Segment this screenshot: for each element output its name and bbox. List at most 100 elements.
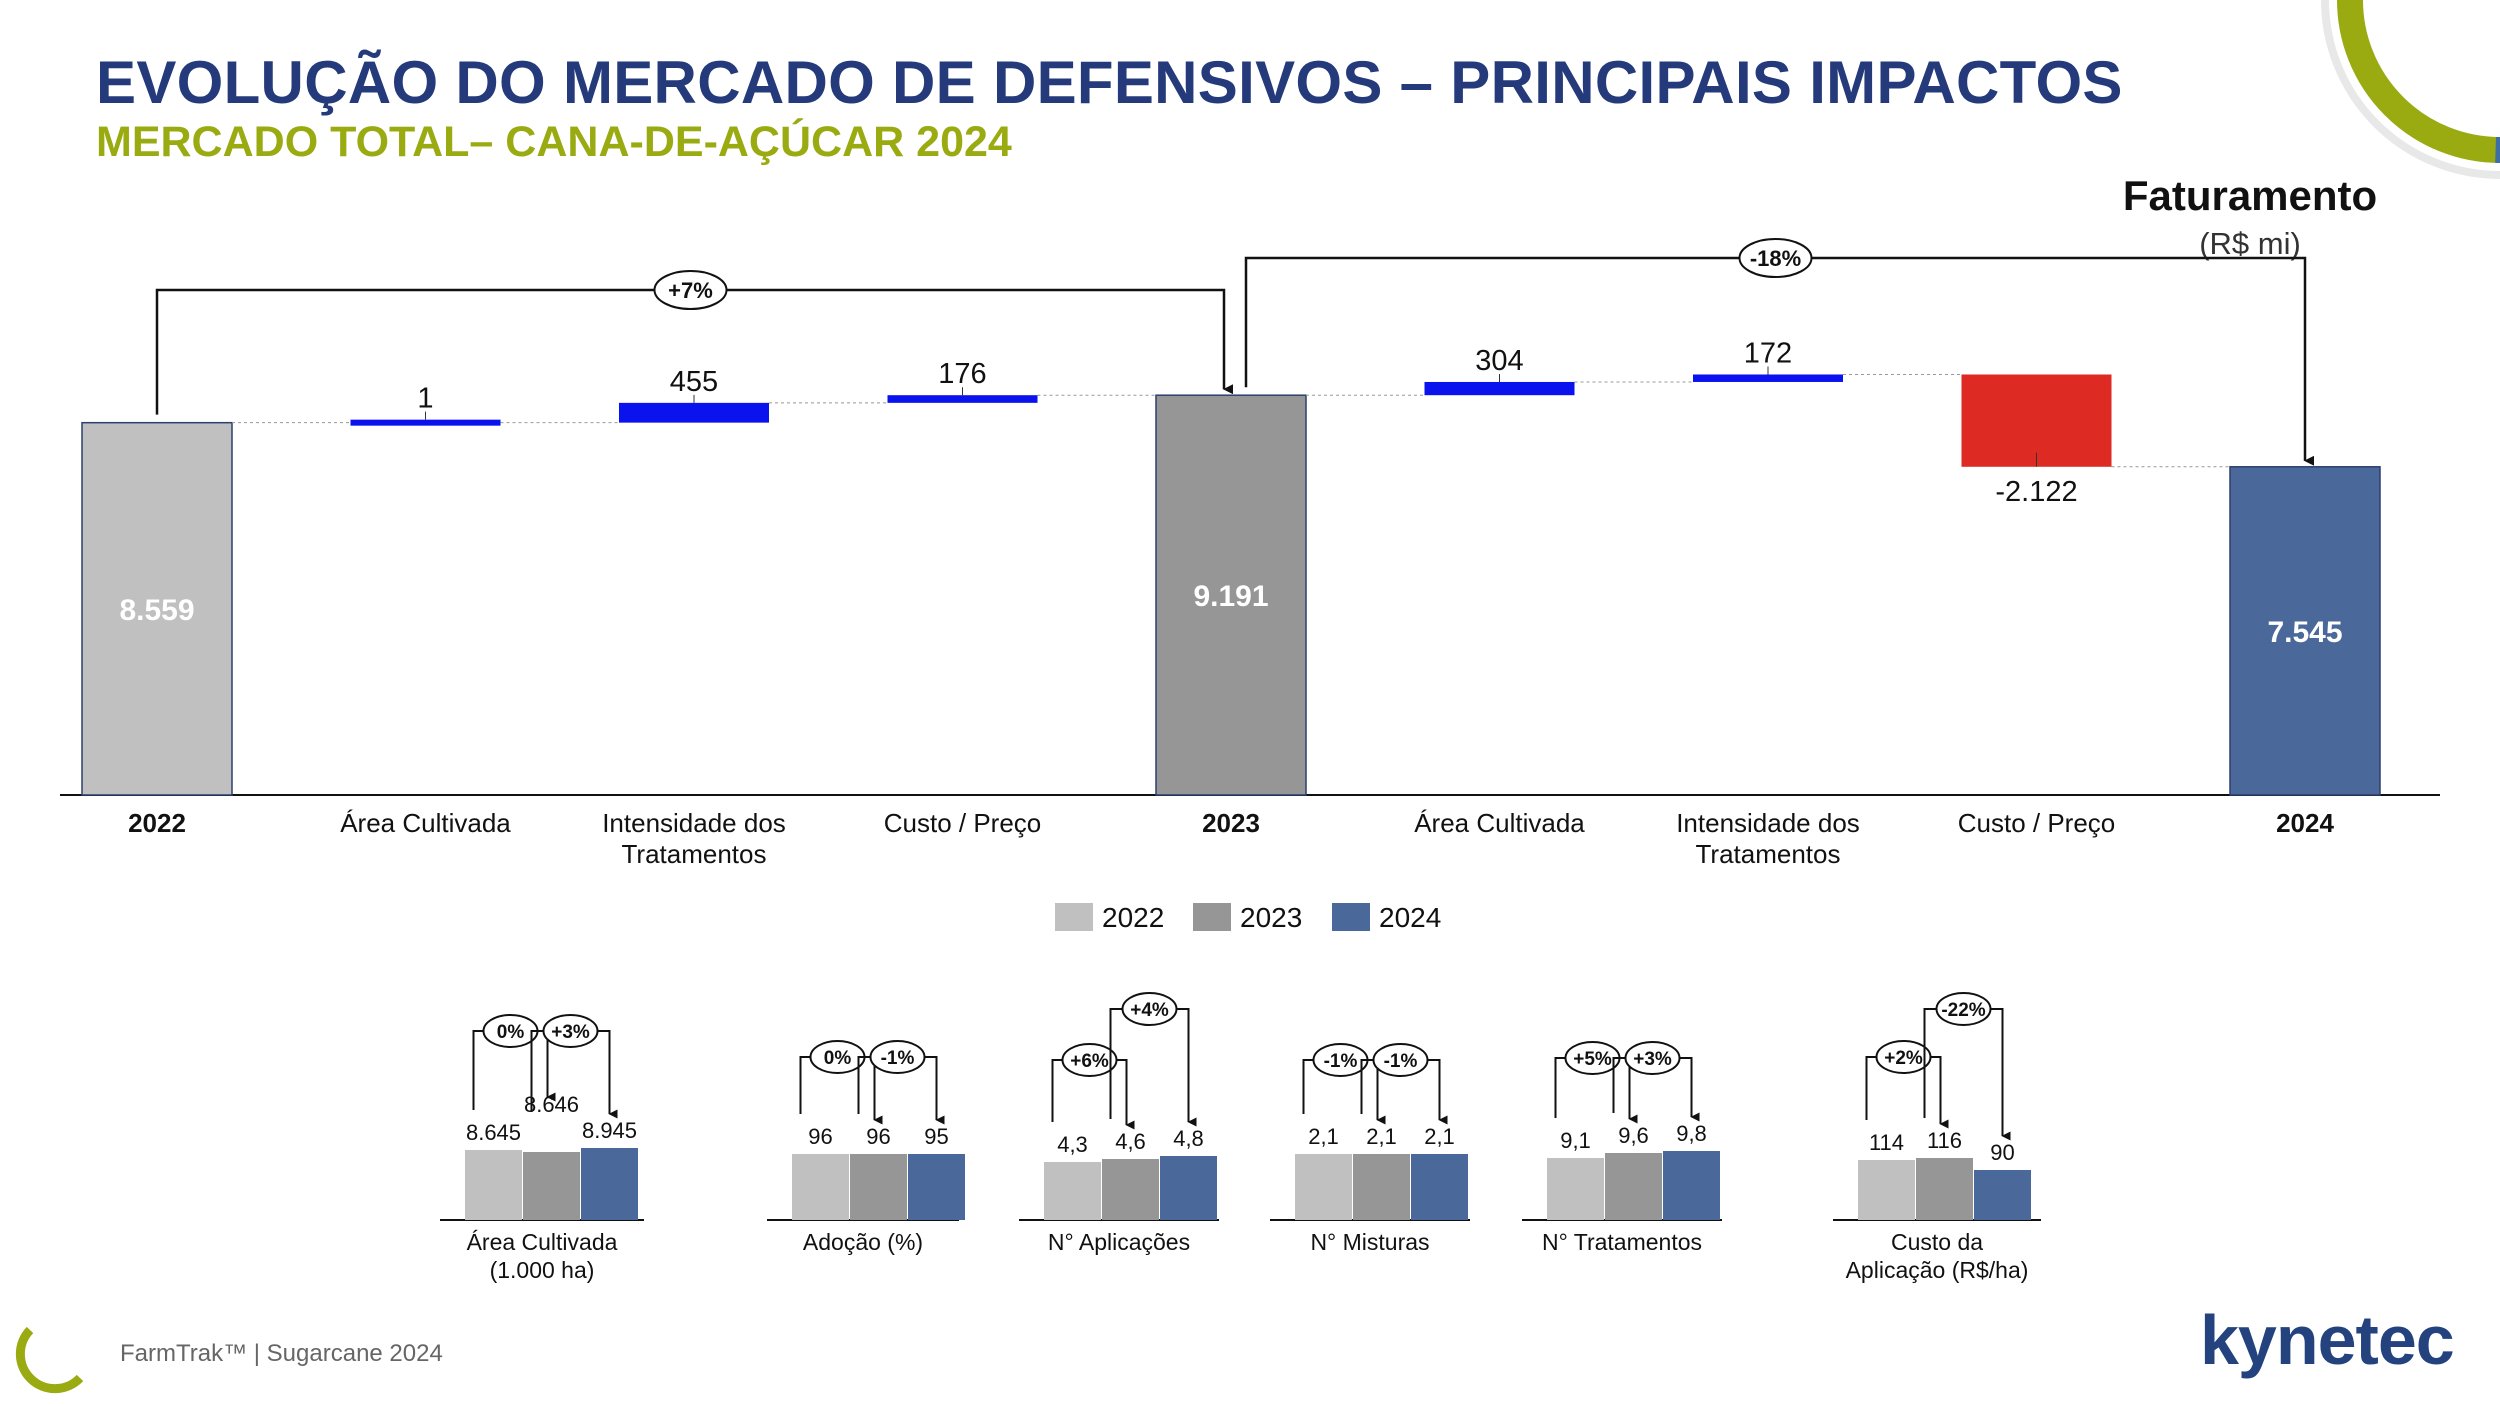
mini-change-badge bbox=[1121, 992, 1178, 1026]
delta-bar bbox=[887, 395, 1038, 403]
delta-bar bbox=[619, 402, 769, 423]
mini-value-label: 96 bbox=[808, 1124, 832, 1149]
mini-category-label: Custo da bbox=[1891, 1229, 1983, 1255]
mini-value-label: 8.945 bbox=[582, 1118, 637, 1143]
x-tick-label: Custo / Preço bbox=[884, 808, 1042, 838]
footer-text: FarmTrak™ | Sugarcane 2024 bbox=[120, 1340, 443, 1367]
mini-change-label: -1% bbox=[1384, 1051, 1418, 1072]
mini-bar bbox=[1160, 1156, 1217, 1220]
x-tick-label: Custo / Preço bbox=[1958, 808, 2116, 838]
mini-bar bbox=[1295, 1154, 1352, 1220]
mini-category-label: (1.000 ha) bbox=[490, 1257, 595, 1283]
total-bar-2023 bbox=[1155, 394, 1307, 796]
x-tick-label: Área Cultivada bbox=[340, 808, 511, 838]
mini-category-label: Aplicação (R$/ha) bbox=[1846, 1257, 2029, 1283]
metric-unit: (R$ mi) bbox=[2199, 226, 2301, 261]
legend-swatch bbox=[1193, 903, 1231, 931]
mini-value-label: 8.645 bbox=[466, 1120, 521, 1145]
bar-value-label: -2.122 bbox=[1995, 476, 2077, 508]
x-tick-label: 2024 bbox=[2276, 808, 2334, 838]
total-bar-2022 bbox=[81, 421, 233, 796]
mini-change-badge bbox=[1061, 1043, 1118, 1077]
mini-value-label: 4,8 bbox=[1173, 1126, 1204, 1151]
mini-bar bbox=[523, 1152, 580, 1220]
page-subtitle: MERCADO TOTAL– CANA-DE-AÇÚCAR 2024 bbox=[96, 118, 1012, 166]
mini-bar bbox=[1916, 1158, 1973, 1220]
mini-value-label: 95 bbox=[924, 1124, 948, 1149]
bar-value-label: 7.545 bbox=[2267, 616, 2342, 649]
mini-value-label: 4,3 bbox=[1057, 1132, 1088, 1157]
legend-swatch bbox=[1055, 903, 1093, 931]
mini-bar bbox=[1411, 1154, 1468, 1220]
delta-bar bbox=[350, 419, 501, 426]
mini-value-label: 4,6 bbox=[1115, 1129, 1146, 1154]
bar-value-label: 172 bbox=[1744, 337, 1792, 369]
mini-category-label: N° Aplicações bbox=[1048, 1229, 1190, 1255]
mini-value-label: 96 bbox=[866, 1124, 890, 1149]
mini-change-label: -1% bbox=[1324, 1051, 1358, 1072]
delta-bar bbox=[1424, 381, 1575, 396]
change-badge-label: +7% bbox=[668, 278, 713, 303]
mini-change-label: 0% bbox=[824, 1048, 852, 1069]
mini-bar bbox=[908, 1154, 965, 1220]
mini-bar bbox=[581, 1148, 638, 1220]
legend-label: 2022 bbox=[1102, 902, 1164, 933]
mini-change-label: +3% bbox=[551, 1022, 590, 1043]
mini-change-label: +6% bbox=[1070, 1051, 1109, 1072]
metric-title: Faturamento bbox=[2122, 172, 2378, 219]
mini-value-label: 9,1 bbox=[1560, 1128, 1591, 1153]
change-badge-label: -18% bbox=[1750, 246, 1801, 271]
x-tick-label: 2022 bbox=[128, 808, 186, 838]
mini-category-label: N° Misturas bbox=[1310, 1229, 1429, 1255]
x-tick-label: Tratamentos bbox=[622, 839, 767, 869]
x-tick-label: Tratamentos bbox=[1696, 839, 1841, 869]
bar-value-label: 176 bbox=[938, 358, 986, 390]
mini-change-label: 0% bbox=[497, 1022, 525, 1043]
mini-change-label: +3% bbox=[1633, 1049, 1672, 1070]
mini-value-label: 90 bbox=[1990, 1140, 2014, 1165]
mini-value-label: 114 bbox=[1869, 1130, 1904, 1155]
mini-bar bbox=[1102, 1159, 1159, 1220]
x-tick-label: Intensidade dos bbox=[602, 808, 786, 838]
bar-value-label: 455 bbox=[670, 366, 718, 398]
mini-value-label: 9,6 bbox=[1618, 1123, 1649, 1148]
legend-swatch bbox=[1332, 903, 1370, 931]
mini-change-bracket bbox=[1923, 1008, 2011, 1141]
total-bar-2024 bbox=[2229, 466, 2381, 796]
x-tick-label: Área Cultivada bbox=[1414, 808, 1585, 838]
change-badge bbox=[653, 270, 728, 310]
mini-change-badge bbox=[1935, 992, 1992, 1026]
mini-category-label: N° Tratamentos bbox=[1542, 1229, 1702, 1255]
mini-change-label: -22% bbox=[1941, 1000, 1985, 1021]
mini-category-label: Adoção (%) bbox=[803, 1229, 923, 1255]
mini-change-badge bbox=[1875, 1040, 1932, 1074]
bar-value-label: 9.191 bbox=[1193, 580, 1268, 613]
mini-bar bbox=[1858, 1160, 1915, 1220]
legend-label: 2024 bbox=[1379, 902, 1441, 933]
mini-bar bbox=[1974, 1170, 2031, 1220]
mini-category-label: Área Cultivada bbox=[467, 1229, 618, 1255]
mini-change-badge bbox=[1624, 1041, 1681, 1075]
mini-bar bbox=[792, 1154, 849, 1220]
mini-change-label: +4% bbox=[1130, 1000, 1169, 1021]
mini-value-label: 9,8 bbox=[1676, 1121, 1707, 1146]
mini-bar bbox=[850, 1154, 907, 1220]
mini-bar bbox=[1547, 1158, 1604, 1220]
mini-bar bbox=[1605, 1153, 1662, 1220]
mini-change-label: -1% bbox=[881, 1048, 915, 1069]
bar-value-label: 8.559 bbox=[119, 594, 194, 627]
legend-label: 2023 bbox=[1240, 902, 1302, 933]
mini-value-label: 2,1 bbox=[1308, 1124, 1339, 1149]
mini-value-label: 116 bbox=[1927, 1128, 1962, 1153]
mini-bar bbox=[465, 1150, 522, 1220]
x-tick-label: Intensidade dos bbox=[1676, 808, 1860, 838]
page-title: EVOLUÇÃO DO MERCADO DE DEFENSIVOS – PRIN… bbox=[96, 49, 2123, 116]
kynetec-logo: kynetec bbox=[2200, 1301, 2455, 1379]
mini-change-badge bbox=[869, 1040, 926, 1074]
mini-value-label: 2,1 bbox=[1366, 1124, 1397, 1149]
mini-bar bbox=[1044, 1162, 1101, 1220]
delta-bar bbox=[1693, 374, 1843, 382]
